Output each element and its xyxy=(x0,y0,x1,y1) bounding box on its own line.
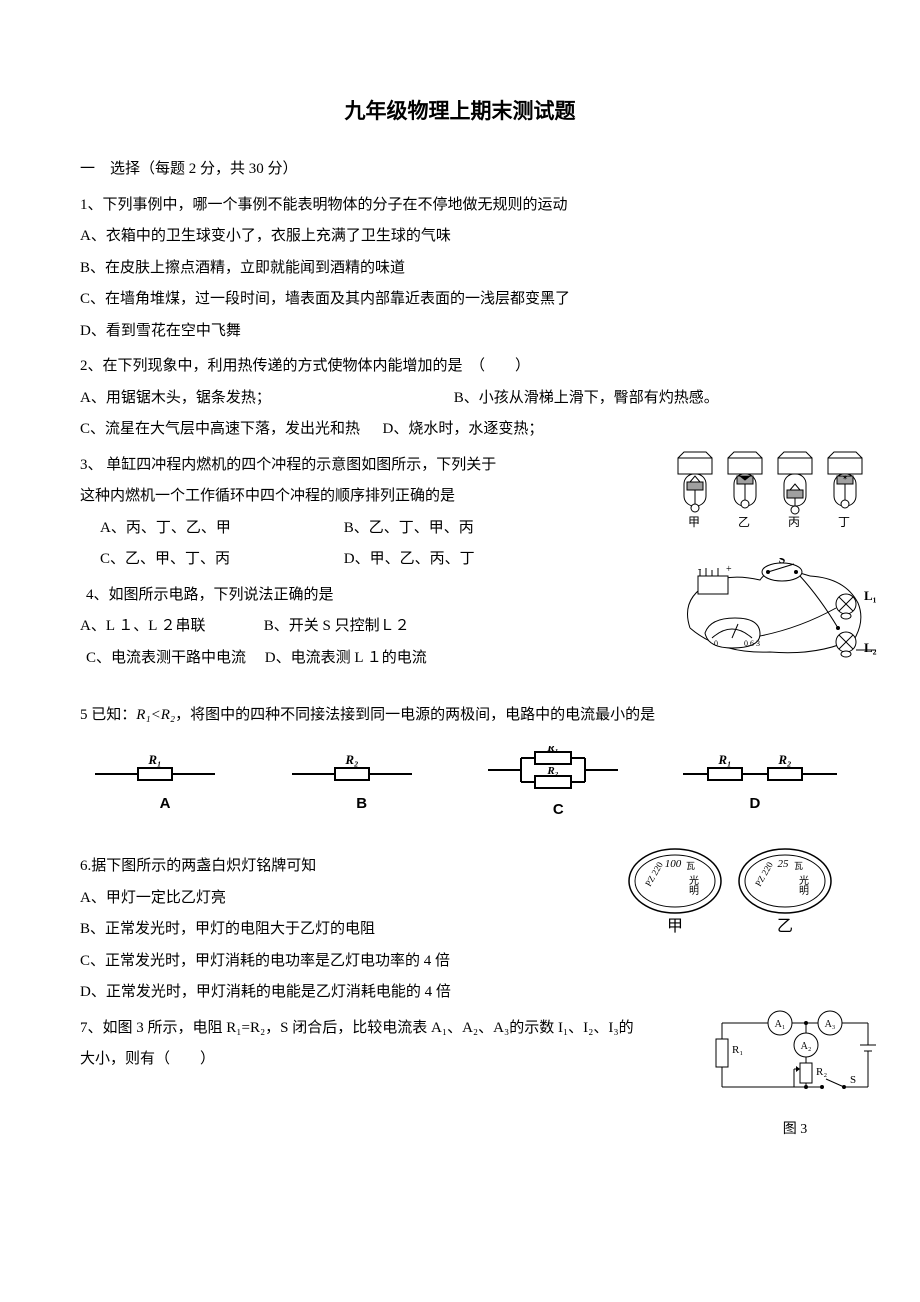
q2-opt-a: A、用锯锯木头，锯条发热； xyxy=(80,383,450,415)
q3-opt-b: B、乙、丁、甲、丙 xyxy=(344,520,474,536)
svg-text:甲: 甲 xyxy=(667,918,683,935)
q5-stem: 5 已知：R₁<R₂，将图中的四种不同接法接到同一电源的两极间，电路中的电流最小… xyxy=(80,700,840,732)
q7-figure: A₁ A₃ S R₁ A₂ xyxy=(710,1009,880,1144)
q1-opt-a: A、衣箱中的卫生球变小了，衣服上充满了卫生球的气味 xyxy=(80,221,840,253)
section-1-header: 一 选择（每题 2 分，共 30 分） xyxy=(80,154,840,186)
svg-text:-: - xyxy=(698,564,701,575)
svg-text:丁: 丁 xyxy=(838,515,850,528)
q5-figure-row: R₁ A R₂ B R₁ R₂ C xyxy=(90,746,830,826)
q5-label-a: A xyxy=(90,788,240,820)
q6-opt-d: D、正常发光时，甲灯消耗的电能是乙灯消耗电能的 4 倍 xyxy=(80,977,840,1009)
q2-stem: 2、在下列现象中，利用热传递的方式使物体内能增加的是 （ ） xyxy=(80,351,840,383)
q5-label-d: D xyxy=(680,788,830,820)
q5-fig-c: R₁ R₂ C xyxy=(483,746,633,826)
q7-figure-caption: 图 3 xyxy=(710,1115,880,1144)
svg-text:R₁: R₁ xyxy=(717,752,731,767)
page-title: 九年级物理上期末测试题 xyxy=(80,90,840,134)
q6-opt-c: C、正常发光时，甲灯消耗的电功率是乙灯电功率的 4 倍 xyxy=(80,946,840,978)
q4-opt-b: B、开关 S 只控制Ｌ２ xyxy=(264,618,410,634)
q1-opt-b: B、在皮肤上擦点酒精，立即就能闻到酒精的味道 xyxy=(80,253,840,285)
svg-text:S: S xyxy=(850,1074,856,1086)
q4-figure: - + S L₁ L₂ 0 0.6 3 xyxy=(660,558,880,668)
svg-text:25: 25 xyxy=(778,858,790,870)
q4-opt-c: C、电流表测干路中电流 xyxy=(86,650,246,666)
svg-text:A₁: A₁ xyxy=(775,1019,786,1030)
svg-text:瓦: 瓦 xyxy=(686,861,695,871)
svg-text:S: S xyxy=(779,558,786,566)
q1-stem: 1、下列事例中，哪一个事例不能表明物体的分子在不停地做无规则的运动 xyxy=(80,190,840,222)
svg-text:R₂: R₂ xyxy=(344,752,358,767)
bulb-plates-icon: 100 PZ 220 光明 瓦 25 PZ 220 光明 瓦 甲 乙 xyxy=(620,845,850,935)
q5-label-b: B xyxy=(287,788,437,820)
q3-figure: ✶ 甲 乙 丙 丁 xyxy=(670,450,880,528)
q1-opt-d: D、看到雪花在空中飞舞 xyxy=(80,316,840,348)
svg-text:L₂: L₂ xyxy=(864,640,877,655)
q2-opt-d: D、烧水时，水逐变热； xyxy=(383,421,544,437)
svg-text:+: + xyxy=(726,564,732,575)
engine-diagram-icon: ✶ 甲 乙 丙 丁 xyxy=(670,450,880,528)
svg-text:R₁: R₁ xyxy=(547,746,559,754)
svg-text:光明: 光明 xyxy=(797,874,809,896)
q4-opt-a: A、L １、L ２串联 xyxy=(80,611,260,643)
q5-label-c: C xyxy=(483,794,633,826)
svg-text:光明: 光明 xyxy=(687,874,699,896)
q3-opt-a: A、丙、丁、乙、甲 xyxy=(100,513,340,545)
svg-text:0: 0 xyxy=(714,639,718,648)
svg-text:R₂: R₂ xyxy=(816,1066,827,1078)
q1-opt-c: C、在墙角堆煤，过一段时间，墙表面及其内部靠近表面的一浅层都变黑了 xyxy=(80,284,840,316)
q2-opt-c: C、流星在大气层中高速下落，发出光和热 xyxy=(80,421,360,437)
q6-figure: 100 PZ 220 光明 瓦 25 PZ 220 光明 瓦 甲 乙 xyxy=(620,845,850,935)
q5-fig-b: R₂ B xyxy=(287,746,437,826)
q2-opt-b: B、小孩从滑梯上滑下，臀部有灼热感。 xyxy=(454,390,719,406)
svg-text:A₂: A₂ xyxy=(801,1041,812,1052)
svg-text:乙: 乙 xyxy=(777,918,793,935)
svg-text:乙: 乙 xyxy=(738,515,750,528)
svg-text:L₁: L₁ xyxy=(864,588,877,603)
svg-text:R₁: R₁ xyxy=(732,1044,743,1056)
svg-text:100: 100 xyxy=(665,858,682,870)
svg-text:0.6 3: 0.6 3 xyxy=(744,639,760,648)
svg-text:R₂: R₂ xyxy=(777,752,791,767)
svg-text:✶: ✶ xyxy=(842,474,848,482)
circuit-q7-icon: A₁ A₃ S R₁ A₂ xyxy=(710,1009,880,1109)
svg-text:甲: 甲 xyxy=(688,515,700,528)
svg-text:A₃: A₃ xyxy=(825,1019,836,1030)
svg-text:R₁: R₁ xyxy=(147,752,161,767)
q5-inequality: R₁<R₂ xyxy=(136,707,175,723)
q2-row-cd: C、流星在大气层中高速下落，发出光和热 D、烧水时，水逐变热； xyxy=(80,414,840,446)
circuit-q4-icon: - + S L₁ L₂ 0 0.6 3 xyxy=(660,558,880,668)
q2-row-ab: A、用锯锯木头，锯条发热； B、小孩从滑梯上滑下，臀部有灼热感。 xyxy=(80,383,840,415)
q3-opt-d: D、甲、乙、丙、丁 xyxy=(344,551,475,567)
q3-opt-c: C、乙、甲、丁、丙 xyxy=(100,544,340,576)
svg-text:R₂: R₂ xyxy=(547,765,559,777)
svg-text:瓦: 瓦 xyxy=(794,861,803,871)
q5-fig-d: R₁ R₂ D xyxy=(680,746,830,826)
svg-text:丙: 丙 xyxy=(788,515,800,528)
q4-opt-d: D、电流表测 L １的电流 xyxy=(265,650,427,666)
q5-fig-a: R₁ A xyxy=(90,746,240,826)
